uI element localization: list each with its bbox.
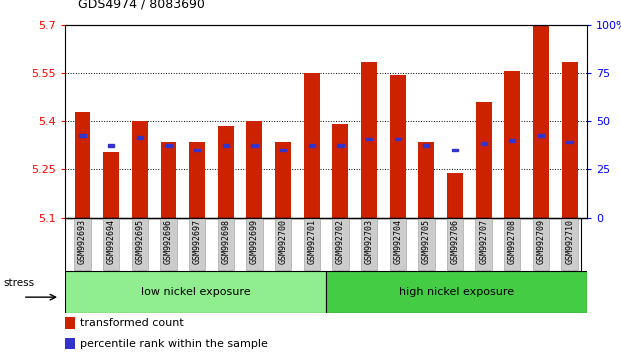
Bar — [218, 126, 233, 218]
Bar — [476, 102, 492, 218]
Bar — [337, 144, 343, 147]
Bar — [332, 125, 348, 218]
FancyBboxPatch shape — [389, 218, 406, 270]
Bar — [108, 144, 114, 147]
Bar — [132, 121, 148, 218]
Bar — [504, 72, 520, 218]
FancyBboxPatch shape — [476, 218, 492, 270]
Bar — [194, 149, 200, 152]
Text: GSM992703: GSM992703 — [365, 219, 373, 264]
Bar — [103, 152, 119, 218]
Bar — [538, 135, 544, 137]
Text: transformed count: transformed count — [80, 319, 184, 329]
Text: GSM992698: GSM992698 — [221, 219, 230, 264]
Text: GSM992695: GSM992695 — [135, 219, 144, 264]
FancyBboxPatch shape — [217, 218, 234, 270]
FancyBboxPatch shape — [533, 218, 549, 270]
Bar — [79, 135, 86, 137]
Bar — [533, 25, 549, 218]
Text: GSM992704: GSM992704 — [393, 219, 402, 264]
Bar — [275, 142, 291, 218]
Text: GSM992706: GSM992706 — [450, 219, 460, 264]
FancyBboxPatch shape — [504, 218, 520, 270]
FancyBboxPatch shape — [361, 218, 377, 270]
FancyBboxPatch shape — [65, 271, 326, 313]
Bar — [65, 338, 75, 349]
Text: GSM992702: GSM992702 — [336, 219, 345, 264]
FancyBboxPatch shape — [275, 218, 291, 270]
Bar — [419, 142, 434, 218]
Bar — [160, 142, 176, 218]
Bar — [509, 139, 515, 142]
Bar — [304, 73, 320, 218]
Bar — [481, 142, 487, 145]
Bar — [247, 121, 262, 218]
Bar — [309, 144, 315, 147]
Text: percentile rank within the sample: percentile rank within the sample — [80, 339, 268, 349]
FancyBboxPatch shape — [304, 218, 320, 270]
Text: GSM992708: GSM992708 — [508, 219, 517, 264]
Text: GSM992707: GSM992707 — [479, 219, 488, 264]
Text: GSM992694: GSM992694 — [107, 219, 116, 264]
Bar — [137, 136, 143, 139]
FancyBboxPatch shape — [246, 218, 263, 270]
Text: GSM992699: GSM992699 — [250, 219, 259, 264]
Bar — [566, 141, 573, 143]
FancyBboxPatch shape — [561, 218, 578, 270]
Bar — [390, 75, 406, 218]
Bar — [562, 62, 578, 218]
Bar — [423, 144, 430, 147]
Text: stress: stress — [3, 278, 34, 288]
Text: GSM992705: GSM992705 — [422, 219, 431, 264]
Bar — [366, 138, 372, 140]
Bar — [252, 144, 258, 147]
FancyBboxPatch shape — [103, 218, 119, 270]
Text: low nickel exposure: low nickel exposure — [141, 287, 250, 297]
FancyBboxPatch shape — [326, 271, 587, 313]
Text: high nickel exposure: high nickel exposure — [399, 287, 514, 297]
FancyBboxPatch shape — [332, 218, 348, 270]
FancyBboxPatch shape — [75, 218, 91, 270]
Bar — [165, 144, 171, 147]
Bar — [222, 144, 229, 147]
Bar — [394, 138, 401, 140]
Text: GSM992700: GSM992700 — [279, 219, 288, 264]
Bar — [189, 142, 205, 218]
Bar — [452, 149, 458, 152]
Text: GSM992697: GSM992697 — [193, 219, 202, 264]
FancyBboxPatch shape — [189, 218, 205, 270]
Text: GSM992693: GSM992693 — [78, 219, 87, 264]
FancyBboxPatch shape — [447, 218, 463, 270]
Bar — [75, 112, 90, 218]
FancyBboxPatch shape — [132, 218, 148, 270]
FancyBboxPatch shape — [160, 218, 176, 270]
FancyBboxPatch shape — [418, 218, 435, 270]
Bar — [361, 62, 377, 218]
Text: GDS4974 / 8083690: GDS4974 / 8083690 — [78, 0, 204, 11]
Text: GSM992710: GSM992710 — [565, 219, 574, 264]
Text: GSM992696: GSM992696 — [164, 219, 173, 264]
Text: GSM992701: GSM992701 — [307, 219, 316, 264]
Bar — [280, 149, 286, 152]
Bar — [65, 317, 75, 329]
Bar — [447, 173, 463, 218]
Text: GSM992709: GSM992709 — [537, 219, 545, 264]
